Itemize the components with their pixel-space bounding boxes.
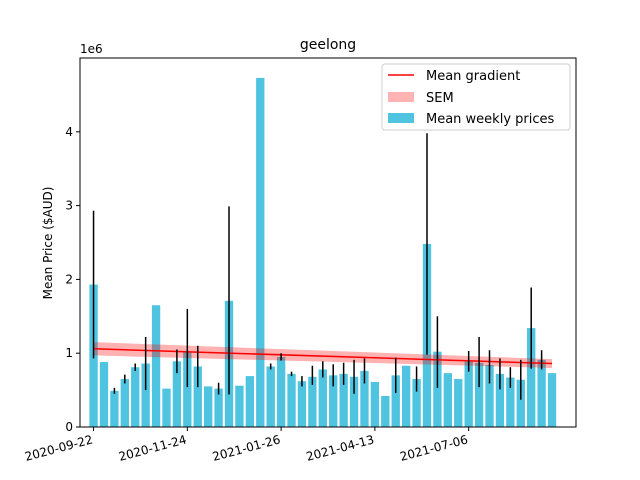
legend-gradient-label: Mean gradient — [426, 69, 520, 84]
bar — [454, 379, 463, 427]
x-tick-label: 2021-04-13 — [305, 432, 376, 464]
bar — [151, 305, 161, 427]
bar — [339, 373, 348, 427]
bar — [433, 351, 442, 427]
bar — [547, 373, 557, 427]
bar — [495, 373, 505, 427]
bar — [214, 388, 223, 427]
legend-box — [381, 63, 571, 131]
y-tick-label: 0 — [65, 420, 73, 434]
bar — [527, 328, 536, 427]
bar — [443, 373, 452, 427]
y-axis-label: Mean Price ($AUD) — [41, 187, 55, 300]
bar — [256, 77, 265, 428]
bar — [464, 361, 473, 427]
bar — [193, 366, 202, 427]
bar — [266, 366, 275, 427]
legend: Mean gradient SEM Mean weekly prices — [381, 63, 571, 131]
plot-frame — [79, 57, 577, 428]
bar — [276, 356, 286, 427]
legend-bars-label: Mean weekly prices — [426, 112, 555, 127]
bar — [412, 379, 421, 427]
bar — [381, 396, 390, 427]
trend-line — [93, 348, 553, 365]
legend-sem-swatch — [388, 92, 414, 102]
bar — [120, 379, 129, 427]
bar — [99, 362, 109, 427]
bar — [172, 361, 182, 427]
bar — [235, 385, 244, 427]
bar — [131, 367, 140, 427]
bar — [204, 386, 213, 427]
y-axis-scale-label: 1e6 — [80, 42, 103, 56]
y-tick-label: 3 — [65, 199, 73, 213]
bar — [391, 375, 400, 427]
y-tick-label: 4 — [65, 125, 73, 139]
x-tick-label: 2020-11-24 — [117, 432, 188, 464]
bar — [318, 369, 327, 427]
bar — [516, 379, 525, 427]
legend-bars-swatch — [388, 113, 414, 123]
legend-sem-label: SEM — [426, 91, 454, 106]
bar — [245, 376, 255, 427]
bar — [329, 375, 338, 427]
bar — [297, 381, 307, 427]
bar — [110, 390, 119, 427]
bar — [474, 362, 484, 427]
bar — [401, 365, 411, 427]
x-tick-label: 2021-01-26 — [211, 432, 282, 464]
chart-title: geelong — [300, 37, 356, 53]
bar — [162, 388, 171, 427]
bar — [537, 359, 546, 427]
bar — [287, 373, 296, 427]
bar — [360, 370, 369, 427]
bar — [308, 376, 317, 427]
bar — [485, 365, 494, 427]
bar — [506, 377, 515, 427]
x-tick-label: 2021-07-06 — [398, 432, 469, 464]
bar — [349, 376, 359, 427]
bar — [370, 381, 380, 427]
x-tick-label: 2020-09-22 — [23, 432, 94, 464]
y-tick-label: 1 — [65, 346, 73, 360]
bar — [141, 363, 150, 427]
y-tick-label: 2 — [65, 272, 73, 286]
bar — [183, 351, 192, 427]
